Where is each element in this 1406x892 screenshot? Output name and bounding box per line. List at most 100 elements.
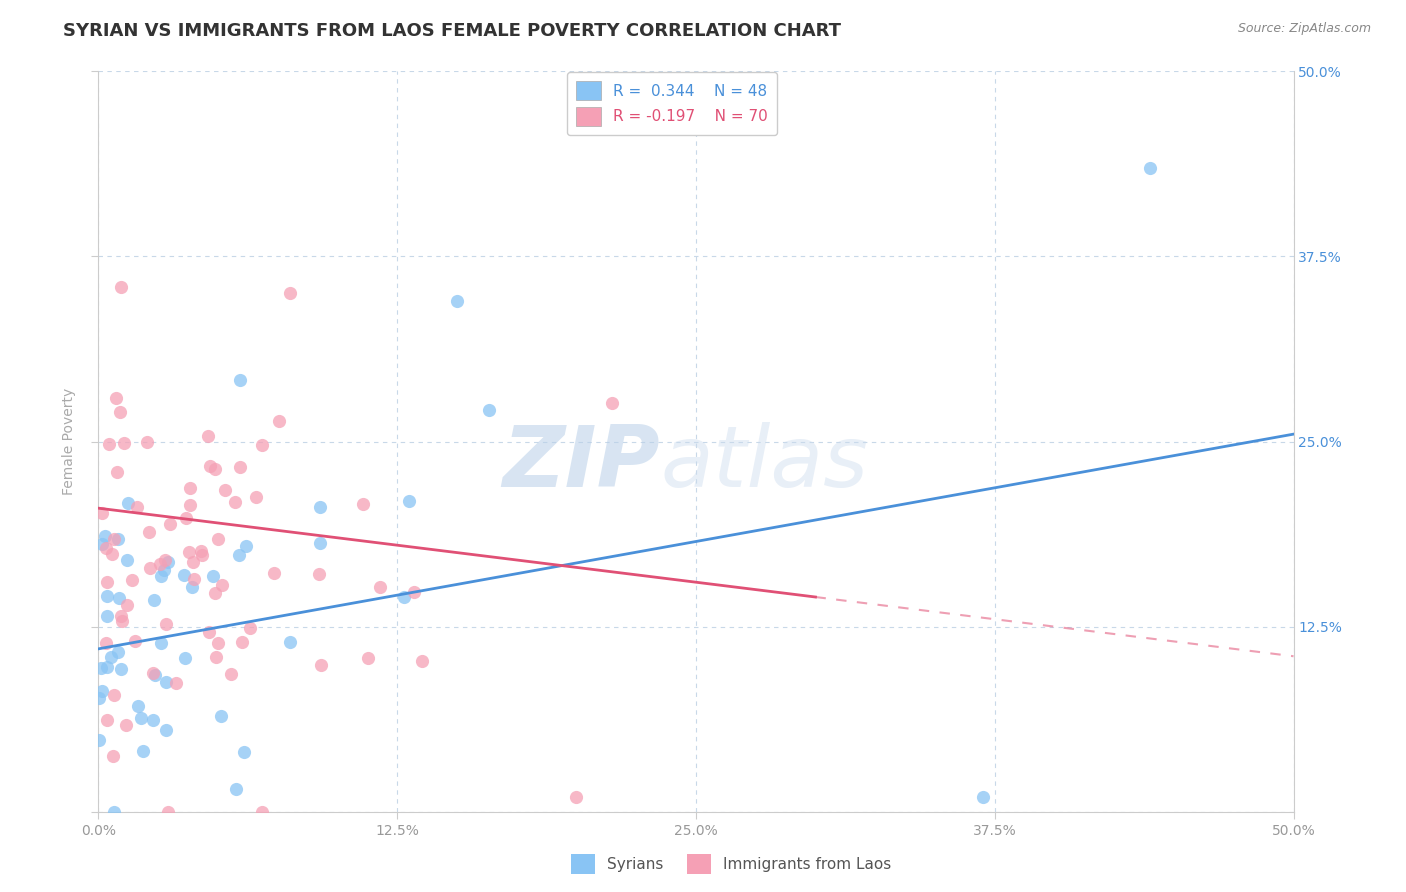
- Y-axis label: Female Poverty: Female Poverty: [62, 388, 76, 495]
- Point: [156, 805, 179, 819]
- Point: [110, 280, 132, 294]
- Point: [157, 555, 180, 569]
- Point: [478, 403, 501, 417]
- Point: [239, 621, 262, 635]
- Point: [87, 733, 110, 747]
- Point: [155, 675, 177, 690]
- Point: [115, 599, 138, 613]
- Legend: Syrians, Immigrants from Laos: Syrians, Immigrants from Laos: [565, 848, 897, 880]
- Point: [202, 569, 225, 583]
- Point: [446, 293, 468, 308]
- Point: [107, 532, 129, 546]
- Point: [117, 496, 139, 510]
- Point: [96, 574, 118, 589]
- Point: [229, 373, 252, 387]
- Point: [204, 462, 226, 476]
- Point: [90, 661, 112, 675]
- Point: [155, 723, 177, 737]
- Point: [181, 555, 204, 569]
- Point: [180, 580, 202, 594]
- Legend: R =  0.344    N = 48, R = -0.197    N = 70: R = 0.344 N = 48, R = -0.197 N = 70: [567, 71, 778, 136]
- Point: [209, 709, 232, 723]
- Point: [114, 718, 136, 732]
- Point: [138, 524, 160, 539]
- Point: [308, 566, 330, 581]
- Point: [411, 654, 433, 668]
- Point: [110, 662, 132, 676]
- Point: [108, 405, 131, 419]
- Point: [129, 711, 152, 725]
- Point: [173, 567, 195, 582]
- Point: [278, 634, 301, 648]
- Point: [190, 544, 212, 558]
- Text: Source: ZipAtlas.com: Source: ZipAtlas.com: [1237, 22, 1371, 36]
- Point: [165, 676, 187, 690]
- Point: [91, 506, 114, 520]
- Point: [103, 688, 125, 702]
- Text: SYRIAN VS IMMIGRANTS FROM LAOS FEMALE POVERTY CORRELATION CHART: SYRIAN VS IMMIGRANTS FROM LAOS FEMALE PO…: [63, 22, 841, 40]
- Point: [149, 557, 172, 571]
- Point: [211, 578, 233, 592]
- Point: [127, 698, 149, 713]
- Point: [398, 493, 420, 508]
- Point: [404, 584, 426, 599]
- Point: [228, 548, 250, 562]
- Point: [149, 636, 172, 650]
- Point: [207, 636, 229, 650]
- Point: [308, 536, 330, 550]
- Point: [263, 566, 285, 580]
- Point: [250, 805, 273, 819]
- Point: [235, 539, 257, 553]
- Point: [94, 541, 117, 555]
- Point: [392, 591, 415, 605]
- Point: [972, 789, 994, 804]
- Point: [224, 495, 246, 509]
- Point: [112, 436, 135, 450]
- Point: [174, 651, 197, 665]
- Point: [117, 552, 139, 566]
- Point: [87, 691, 110, 706]
- Point: [101, 547, 124, 561]
- Point: [191, 548, 214, 562]
- Point: [231, 635, 253, 649]
- Point: [105, 466, 128, 480]
- Point: [352, 497, 374, 511]
- Point: [111, 614, 134, 628]
- Point: [125, 500, 148, 514]
- Point: [177, 544, 200, 558]
- Point: [152, 563, 174, 577]
- Point: [308, 500, 330, 514]
- Point: [96, 660, 118, 674]
- Point: [142, 713, 165, 727]
- Point: [309, 658, 332, 673]
- Point: [221, 666, 243, 681]
- Point: [174, 511, 197, 525]
- Point: [136, 434, 159, 449]
- Point: [250, 438, 273, 452]
- Point: [100, 649, 122, 664]
- Point: [204, 586, 226, 600]
- Point: [121, 573, 143, 587]
- Point: [94, 636, 117, 650]
- Text: atlas: atlas: [661, 422, 868, 505]
- Point: [132, 744, 155, 758]
- Point: [197, 429, 219, 443]
- Point: [245, 490, 267, 504]
- Point: [103, 532, 125, 546]
- Point: [104, 391, 127, 405]
- Point: [101, 748, 124, 763]
- Point: [149, 569, 172, 583]
- Point: [107, 645, 129, 659]
- Point: [207, 532, 229, 546]
- Point: [200, 458, 222, 473]
- Point: [155, 617, 177, 632]
- Point: [159, 517, 181, 532]
- Point: [91, 537, 114, 551]
- Point: [138, 561, 160, 575]
- Point: [145, 668, 167, 682]
- Point: [229, 460, 252, 475]
- Point: [1139, 161, 1161, 175]
- Point: [225, 782, 247, 797]
- Point: [214, 483, 236, 498]
- Point: [179, 499, 201, 513]
